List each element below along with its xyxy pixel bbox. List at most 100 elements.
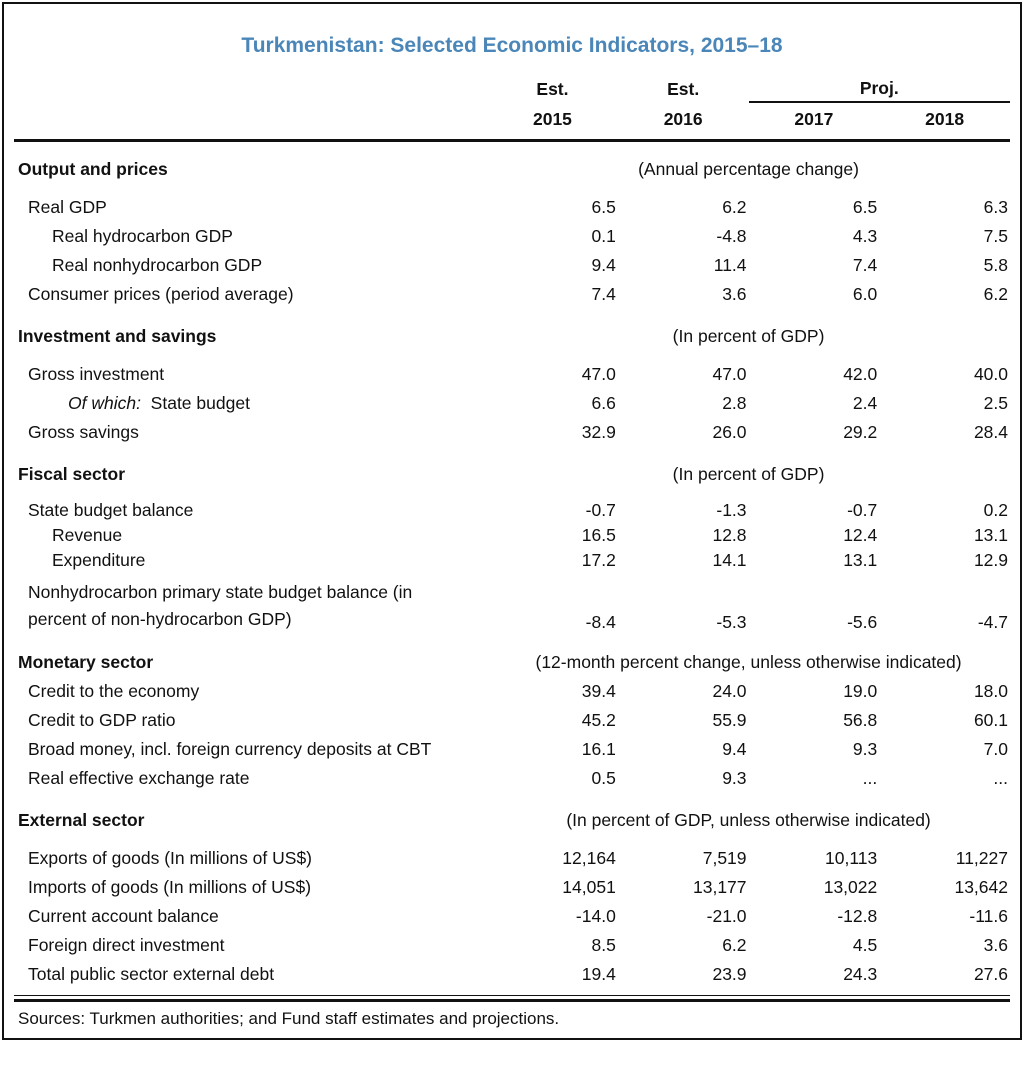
row-label: Expenditure [52, 550, 146, 570]
value-cell: 12.8 [712, 525, 747, 545]
value-cell: -21.0 [706, 906, 747, 927]
value-cell: 19.4 [581, 964, 616, 985]
table-row: Expenditure 17.2 14.1 13.1 12.9 [14, 548, 1010, 573]
value-cell: 6.2 [722, 197, 747, 217]
value-cell: 13.1 [973, 525, 1008, 545]
row-label: Nonhydrocarbon primary state budget bala… [28, 582, 413, 630]
row-label: Consumer prices (period average) [28, 284, 294, 304]
value-cell: 24.0 [712, 681, 747, 702]
value-cell: 2.5 [983, 393, 1008, 413]
estimate-header-row: Est. Est. Proj. [14, 74, 1010, 103]
value-cell: 10,113 [825, 848, 878, 869]
section-unit-note: (Annual percentage change) [638, 159, 859, 179]
value-cell: -4.7 [977, 612, 1008, 633]
table-row: Of which: State budget 6.6 2.8 2.4 2.5 [14, 389, 1010, 418]
value-cell: 4.3 [852, 226, 878, 246]
value-cell: 9.4 [591, 255, 616, 275]
value-cell: 13,022 [823, 877, 878, 898]
year-2015: 2015 [487, 102, 618, 142]
value-cell: 9.4 [722, 739, 747, 760]
value-cell: 6.5 [591, 197, 616, 217]
section-header-row: Output and prices (Annual percentage chan… [14, 141, 1010, 194]
row-label: Broad money, incl. foreign currency depo… [28, 739, 432, 760]
value-cell: 9.3 [852, 739, 878, 760]
section-header-row: Monetary sector (12-month percent change,… [14, 635, 1010, 677]
section-unit-note: (In percent of GDP) [672, 326, 825, 346]
value-cell: 18.0 [973, 681, 1008, 702]
row-label: Gross investment [28, 364, 165, 384]
value-cell: -14.0 [575, 906, 616, 927]
value-cell: 13,177 [693, 877, 747, 898]
table-row: Gross savings 32.9 26.0 29.2 28.4 [14, 418, 1010, 447]
table-row: Broad money, incl. foreign currency depo… [14, 735, 1010, 764]
table-row: Exports of goods (In millions of US$) 12,… [14, 844, 1010, 873]
value-cell: 12.9 [973, 550, 1008, 570]
value-cell: -1.3 [716, 500, 747, 520]
value-cell: 24.3 [843, 964, 878, 985]
row-label: Revenue [52, 525, 123, 545]
value-cell: -8.4 [585, 612, 616, 633]
value-cell: 28.4 [973, 422, 1008, 442]
table-row: Real GDP 6.5 6.2 6.5 6.3 [14, 193, 1010, 222]
col-group-proj: Proj. [748, 74, 1010, 103]
value-cell: 3.6 [983, 935, 1008, 956]
value-cell: -5.3 [716, 612, 747, 633]
row-label: Foreign direct investment [28, 935, 225, 956]
value-cell: 7.0 [983, 739, 1008, 760]
value-cell: 6.2 [722, 935, 747, 956]
value-cell: 9.3 [722, 768, 747, 789]
header-spacer [14, 74, 487, 102]
value-cell: 13.1 [843, 550, 878, 570]
value-cell: 12.4 [843, 525, 878, 545]
value-cell: 23.9 [712, 964, 747, 985]
section-header-row: Investment and savings (In percent of GDP… [14, 309, 1010, 360]
value-cell: 6.2 [983, 284, 1008, 304]
table-row: Total public sector external debt 19.4 23.… [14, 960, 1010, 989]
value-cell: 5.8 [983, 255, 1008, 275]
value-cell: 7.4 [591, 284, 616, 304]
value-cell: 0.2 [983, 500, 1008, 520]
value-cell: 0.1 [591, 226, 616, 246]
value-cell: 60.1 [973, 710, 1008, 731]
row-label: Real nonhydrocarbon GDP [52, 255, 263, 275]
value-cell: 14.1 [712, 550, 747, 570]
value-cell: 6.6 [591, 393, 616, 413]
value-cell: -0.7 [847, 500, 878, 520]
value-cell: -4.8 [716, 226, 747, 246]
row-label: State budget balance [28, 500, 194, 520]
table-row: State budget balance -0.7 -1.3 -0.7 0.2 [14, 498, 1010, 523]
section-title: Output and prices [18, 159, 168, 179]
table-row: Real effective exchange rate 0.5 9.3...... [14, 764, 1010, 793]
value-cell: 11.4 [713, 255, 747, 275]
value-cell: 45.2 [581, 710, 616, 731]
year-2016: 2016 [617, 102, 749, 142]
section-header-row: External sector (In percent of GDP, unles… [14, 793, 1010, 844]
section-title: Monetary sector [18, 652, 154, 673]
value-cell: 0.5 [591, 768, 616, 789]
value-cell: 7.4 [852, 255, 878, 275]
value-cell: 6.0 [852, 284, 878, 304]
value-cell: 12,164 [562, 848, 616, 869]
row-label: Current account balance [28, 906, 219, 927]
value-cell: -12.8 [837, 906, 878, 927]
section-title: Fiscal sector [18, 464, 125, 484]
value-cell: 6.5 [852, 197, 878, 217]
section-unit-note: (In percent of GDP) [672, 464, 825, 484]
row-label: Credit to GDP ratio [28, 710, 176, 731]
value-cell: 55.9 [712, 710, 747, 731]
value-cell: ... [862, 768, 878, 789]
table-row: Imports of goods (In millions of US$) 14,… [14, 873, 1010, 902]
row-label: Credit to the economy [28, 681, 200, 702]
table-row: Credit to the economy 39.4 24.0 19.0 18.0 [14, 677, 1010, 706]
page-title: Turkmenistan: Selected Economic Indicato… [241, 34, 783, 57]
value-cell: -11.6 [969, 906, 1008, 927]
table-frame: Turkmenistan: Selected Economic Indicato… [2, 2, 1022, 1040]
year-header-row: 2015 2016 2017 2018 [14, 102, 1010, 142]
section-unit-note: (12-month percent change, unless otherwi… [535, 652, 962, 673]
value-cell: 2.4 [852, 393, 878, 413]
header-spacer [14, 102, 488, 142]
value-cell: 16.1 [581, 739, 616, 760]
value-cell: 6.3 [983, 197, 1008, 217]
value-cell: ... [993, 768, 1008, 789]
row-label: Real hydrocarbon GDP [52, 226, 233, 246]
